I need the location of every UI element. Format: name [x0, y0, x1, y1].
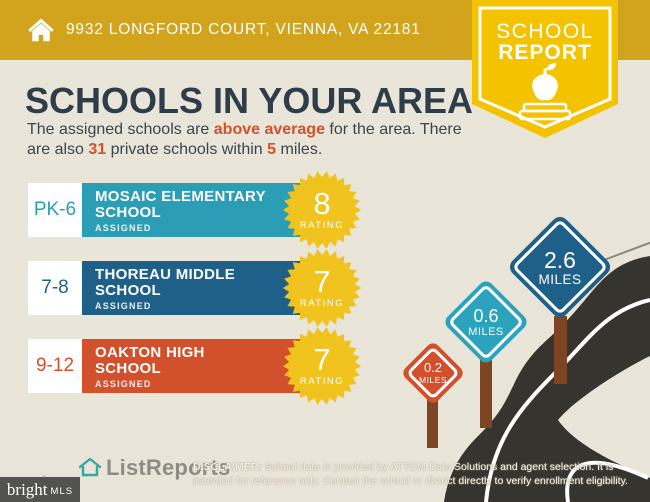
rating-value: 7 [313, 264, 331, 299]
subtitle: The assigned schools are above average f… [27, 120, 479, 161]
sign-post-blue [554, 316, 567, 384]
distance-unit: MILES [418, 375, 447, 385]
rating-label: RATING [299, 376, 345, 387]
rating-badge-middle: 7 RATING [283, 249, 361, 327]
highlight-private-school-count: 31 [88, 141, 107, 159]
apple-icon [532, 63, 558, 101]
rating-badge-elementary: 8 RATING [283, 171, 361, 249]
brightmls-accent-mark: ” [42, 473, 47, 484]
road-edge-line [565, 460, 649, 502]
assigned-label: ASSIGNED [95, 301, 152, 311]
distance-value: 0.6 [473, 305, 499, 326]
pennant-shape [472, 0, 618, 138]
school-bar: MOSAIC ELEMENTARY SCHOOL ASSIGNED [82, 183, 300, 237]
distance-value: 2.6 [544, 246, 576, 273]
highlight-above-average: above average [213, 121, 325, 138]
disclaimer-label: DISCLAIMER: [193, 461, 262, 473]
grade-range-box: PK-6 [28, 183, 82, 237]
listreports-logo: ListReports [78, 455, 230, 481]
listreports-wordmark: ListReports [106, 455, 231, 480]
distance-value: 0.2 [423, 360, 443, 375]
page-title: SCHOOLS IN YOUR AREA [25, 80, 474, 121]
badge-title-line2: REPORT [498, 41, 592, 64]
distance-sign-2-6-miles: 2.6 MILES [506, 213, 614, 321]
subtitle-text: miles. [276, 141, 323, 159]
school-bar: THOREAU MIDDLE SCHOOL ASSIGNED [82, 261, 300, 315]
rating-badge-high: 7 RATING [283, 327, 361, 405]
rating-value: 7 [313, 342, 331, 377]
sign-post-teal [480, 348, 492, 428]
distance-sign-0-6-miles: 0.6 MILES [442, 278, 530, 366]
assigned-label: ASSIGNED [95, 379, 152, 389]
school-name: MOSAIC ELEMENTARY SCHOOL [95, 188, 266, 221]
badge-title-line1: SCHOOL [496, 20, 594, 43]
disclaimer-text: DISCLAIMER: School data is provided by A… [193, 461, 641, 489]
school-report-badge: SCHOOL REPORT [472, 0, 618, 140]
school-row-elementary: PK-6 MOSAIC ELEMENTARY SCHOOL ASSIGNED [28, 183, 300, 237]
listreports-house-icon [78, 457, 102, 477]
subtitle-text: private schools within [106, 141, 268, 159]
school-name: THOREAU MIDDLE SCHOOL [95, 266, 236, 299]
grade-range-box: 7-8 [28, 261, 82, 315]
home-icon [28, 18, 54, 42]
rating-label: RATING [299, 220, 345, 231]
brightmls-watermark: bright” MLS [0, 473, 80, 502]
property-address: 9932 LONGFORD COURT, VIENNA, VA 22181 [66, 21, 421, 38]
subtitle-text: The assigned schools are [27, 121, 214, 138]
disclaimer-body: School data is provided by ATTOM Data So… [193, 461, 628, 487]
rating-value: 8 [313, 186, 331, 221]
distance-unit: MILES [468, 325, 504, 338]
assigned-label: ASSIGNED [95, 223, 152, 233]
rating-label: RATING [299, 298, 345, 309]
school-row-middle: 7-8 THOREAU MIDDLE SCHOOL ASSIGNED [28, 261, 300, 315]
subtitle-text: for the area. There are also [27, 121, 462, 159]
distance-unit: MILES [538, 271, 582, 287]
brightmls-wordmark: bright” [6, 473, 48, 499]
brightmls-suffix: MLS [50, 486, 74, 497]
school-name: OAKTON HIGH SCHOOL [95, 344, 205, 377]
school-bar: OAKTON HIGH SCHOOL ASSIGNED [82, 339, 300, 393]
sign-post-orange [427, 390, 438, 448]
school-row-high: 9-12 OAKTON HIGH SCHOOL ASSIGNED [28, 339, 300, 393]
highlight-miles: 5 [267, 141, 277, 159]
book-icon [518, 102, 572, 121]
grade-range-box: 9-12 [28, 339, 82, 393]
